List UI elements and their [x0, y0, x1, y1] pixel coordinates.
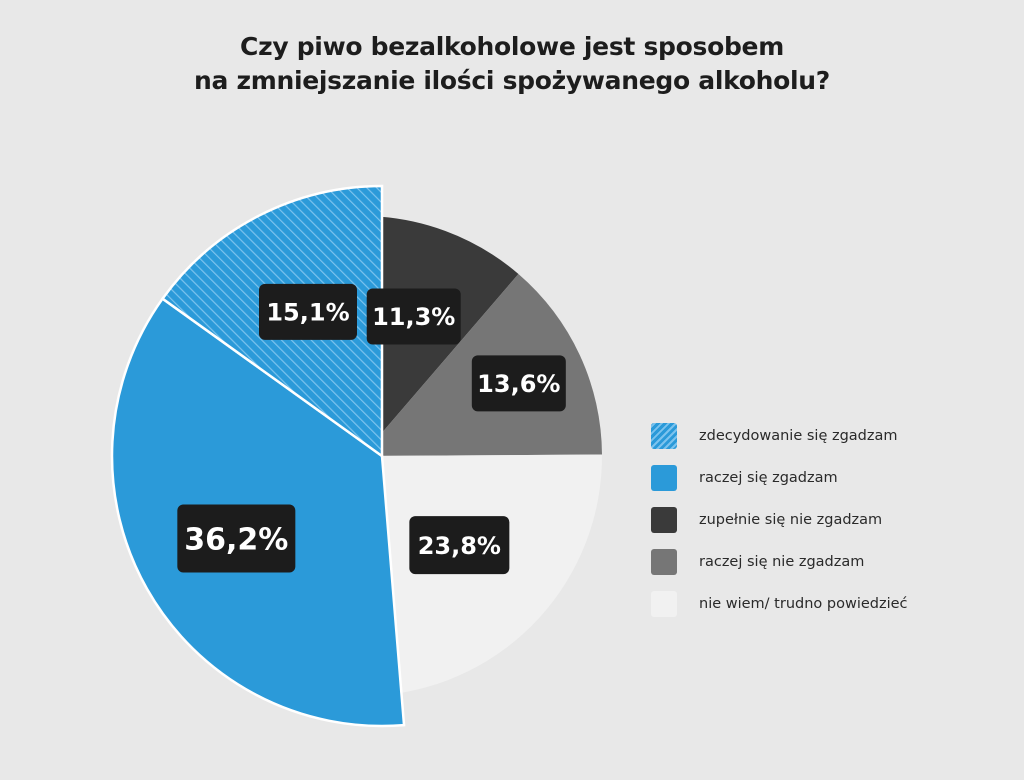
pie-slice-nie-wiem-trudno-powiedziec	[362, 454, 602, 696]
legend-item-zdecydowanie-sie-zgadzam: zdecydowanie się zgadzam	[651, 422, 908, 450]
legend-label: zdecydowanie się zgadzam	[699, 428, 898, 444]
legend-swatch	[651, 507, 677, 533]
pie-labels: 11,3% 13,6% 23,8% 36,2% 15,1%	[177, 283, 566, 575]
data-label-zupe-nie-sie-nie-zgadzam: 11,3%	[366, 288, 461, 345]
legend-item-zupe-nie-sie-nie-zgadzam: zupełnie się nie zgadzam	[651, 506, 908, 534]
data-label-text: 23,8%	[418, 532, 501, 560]
legend-swatch	[651, 465, 677, 491]
chart-title-line-2: na zmniejszanie ilości spożywanego alkoh…	[194, 66, 830, 95]
data-label-text: 11,3%	[372, 303, 455, 331]
data-label-raczej-sie-zgadzam: 36,2%	[177, 504, 296, 573]
legend-label: raczej się zgadzam	[699, 470, 838, 486]
legend-item-raczej-sie-zgadzam: raczej się zgadzam	[651, 464, 908, 492]
data-label-box	[366, 288, 461, 345]
legend-label: nie wiem/ trudno powiedzieć	[699, 596, 908, 612]
legend-swatch	[651, 591, 677, 617]
legend-swatch	[651, 549, 677, 575]
data-label-raczej-sie-nie-zgadzam: 13,6%	[471, 355, 566, 412]
legend-item-raczej-sie-nie-zgadzam: raczej się nie zgadzam	[651, 548, 908, 576]
data-label-nie-wiem-trudno-powiedziec: 23,8%	[409, 516, 510, 575]
legend: zdecydowanie się zgadzam raczej się zgadz…	[651, 422, 908, 632]
data-label-box	[471, 355, 566, 412]
data-label-text: 36,2%	[184, 522, 288, 557]
legend-swatch	[651, 423, 677, 449]
data-label-text: 13,6%	[477, 370, 560, 398]
legend-label: zupełnie się nie zgadzam	[699, 512, 883, 528]
data-label-text: 15,1%	[266, 299, 349, 327]
pie-slices	[110, 184, 602, 728]
legend-item-nie-wiem-trudno-powiedziec: nie wiem/ trudno powiedzieć	[651, 590, 908, 618]
legend-label: raczej się nie zgadzam	[699, 554, 865, 570]
data-label-box	[177, 504, 296, 573]
data-label-box	[259, 283, 358, 340]
data-label-zdecydowanie-sie-zgadzam: 15,1%	[259, 283, 358, 340]
data-label-box	[409, 516, 510, 575]
chart-title-line-1: Czy piwo bezalkoholowe jest sposobem	[240, 32, 784, 61]
chart-title: Czy piwo bezalkoholowe jest sposobem na …	[0, 30, 1024, 98]
